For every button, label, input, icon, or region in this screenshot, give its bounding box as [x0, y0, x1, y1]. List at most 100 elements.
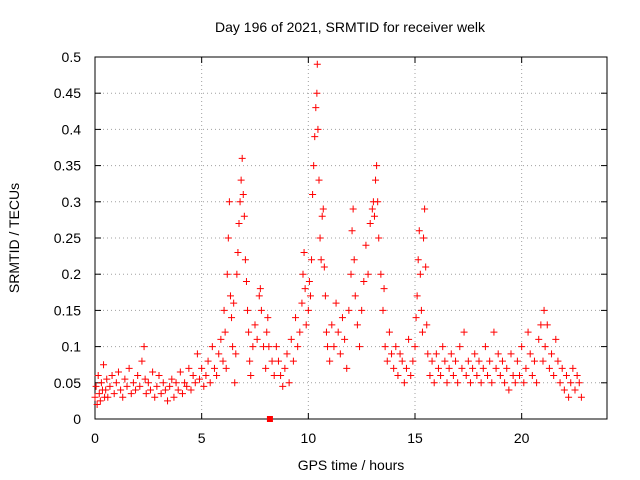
data-point [336, 350, 344, 358]
data-point [119, 393, 127, 401]
data-point [264, 314, 272, 322]
data-point [334, 328, 342, 336]
x-tick-label: 10 [301, 430, 317, 446]
data-point [146, 386, 154, 394]
data-point [237, 176, 245, 184]
data-point [310, 162, 318, 170]
data-point [541, 343, 549, 351]
data-point [513, 357, 521, 365]
data-point [174, 386, 182, 394]
data-point [114, 368, 122, 376]
data-point [516, 372, 524, 380]
data-point [392, 343, 400, 351]
data-point [428, 357, 436, 365]
data-point [100, 361, 108, 369]
data-point [441, 357, 449, 365]
data-point [380, 285, 388, 293]
data-point [308, 256, 316, 264]
x-tick-label: 20 [514, 430, 530, 446]
data-point [219, 357, 227, 365]
data-point [314, 125, 322, 133]
data-point [215, 350, 223, 358]
data-point [388, 350, 396, 358]
data-point [424, 350, 432, 358]
data-point [161, 386, 169, 394]
y-tick-label: 0.35 [54, 158, 81, 174]
data-point [432, 350, 440, 358]
data-point [320, 263, 328, 271]
zero-marker [266, 416, 273, 422]
data-point [350, 256, 358, 264]
data-point [437, 372, 445, 380]
data-point [562, 372, 570, 380]
data-point [479, 364, 487, 372]
data-point [255, 292, 263, 300]
data-point [140, 343, 148, 351]
data-point [97, 379, 105, 387]
data-point [117, 386, 125, 394]
data-point [554, 357, 562, 365]
y-tick-label: 0.2 [62, 266, 82, 282]
data-point [319, 205, 327, 213]
data-point [421, 205, 429, 213]
data-point [390, 364, 398, 372]
data-point [454, 379, 462, 387]
data-point [456, 343, 464, 351]
data-point [533, 379, 541, 387]
data-point [422, 263, 430, 271]
y-tick-label: 0.15 [54, 302, 81, 318]
data-point [530, 357, 538, 365]
data-point [138, 357, 146, 365]
data-point [416, 270, 424, 278]
data-point [292, 314, 300, 322]
data-point [181, 379, 189, 387]
data-point [345, 306, 353, 314]
data-point [185, 364, 193, 372]
data-point [571, 386, 579, 394]
data-point [149, 368, 157, 376]
data-point [420, 234, 428, 242]
data-point [204, 357, 212, 365]
data-point [447, 350, 455, 358]
data-point [488, 379, 496, 387]
data-point [317, 256, 325, 264]
data-point [125, 364, 133, 372]
data-point [305, 277, 313, 285]
data-point [187, 386, 195, 394]
y-tick-label: 0.3 [62, 194, 82, 210]
data-point [178, 390, 186, 398]
data-point [91, 393, 99, 401]
data-point [251, 321, 259, 329]
data-point [535, 335, 543, 343]
data-point [445, 364, 453, 372]
data-point [366, 220, 374, 228]
data-point [353, 321, 361, 329]
data-point [230, 299, 238, 307]
data-point [449, 372, 457, 380]
data-point [155, 372, 163, 380]
data-point [144, 379, 152, 387]
data-point [311, 133, 319, 141]
data-point [349, 205, 357, 213]
data-point [475, 357, 483, 365]
y-tick-label: 0.1 [62, 339, 82, 355]
data-point [256, 285, 264, 293]
data-point [414, 256, 422, 264]
data-point [93, 401, 101, 409]
data-point [462, 372, 470, 380]
data-point [385, 328, 393, 336]
data-point [233, 270, 241, 278]
data-point [321, 292, 329, 300]
data-point [136, 382, 144, 390]
data-point [381, 343, 389, 351]
data-point [471, 350, 479, 358]
data-point [360, 277, 368, 285]
data-point [263, 328, 271, 336]
data-point [411, 343, 419, 351]
data-point [439, 343, 447, 351]
data-point [400, 379, 408, 387]
data-point [565, 393, 573, 401]
data-point [330, 343, 338, 351]
data-point [95, 390, 103, 398]
data-point [537, 321, 545, 329]
